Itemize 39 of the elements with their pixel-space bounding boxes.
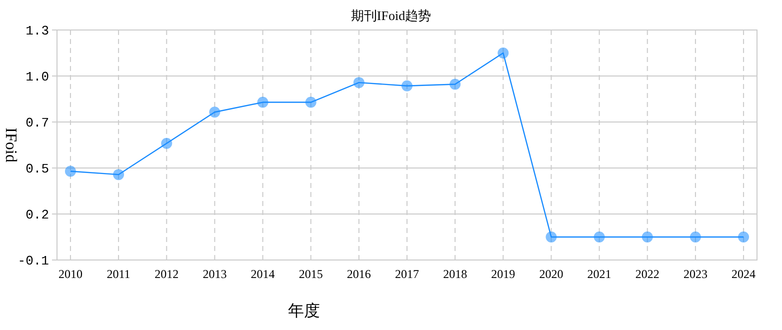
y-tick-label: 0.7 [26,116,49,131]
x-tick-label: 2014 [250,267,275,281]
chart-title: 期刊IFoid趋势 [350,8,432,23]
y-tick-label: 0.2 [26,208,49,223]
point [450,78,461,90]
x-tick-label: 2010 [58,267,82,281]
y-tick-label: 0.5 [26,162,49,177]
x-axis-title: 年度 [288,302,320,320]
point [738,232,750,242]
x-tick-label: 2013 [202,267,227,281]
point [209,106,220,118]
x-tick-label: 2019 [491,267,516,281]
x-tick-label: 2023 [683,267,708,281]
point [642,232,653,242]
point [161,138,172,149]
x-tick-label: 2022 [635,267,660,281]
point [594,232,605,242]
point [113,169,124,180]
point [64,166,76,177]
x-tick-label: 2012 [154,267,179,281]
y-tick-label: 1.0 [26,70,49,85]
point [498,48,509,58]
x-tick-label: 2021 [587,267,612,281]
point [690,232,701,242]
point [546,232,557,242]
point [353,77,364,88]
x-tick-label: 2024 [732,267,756,281]
point [257,96,268,108]
x-tick-label: 2018 [443,267,468,281]
x-tick-label: 2016 [346,267,371,281]
x-tick-label: 2020 [539,267,564,281]
point [305,96,316,108]
y-axis-title: IFoid [2,128,19,162]
point [402,80,412,92]
y-tick-label: 1.3 [26,24,49,39]
y-tick-label: -0.1 [18,254,50,269]
x-tick-label: 2017 [395,267,419,281]
x-tick-label: 2011 [106,267,130,281]
x-tick-label: 2015 [298,267,323,281]
